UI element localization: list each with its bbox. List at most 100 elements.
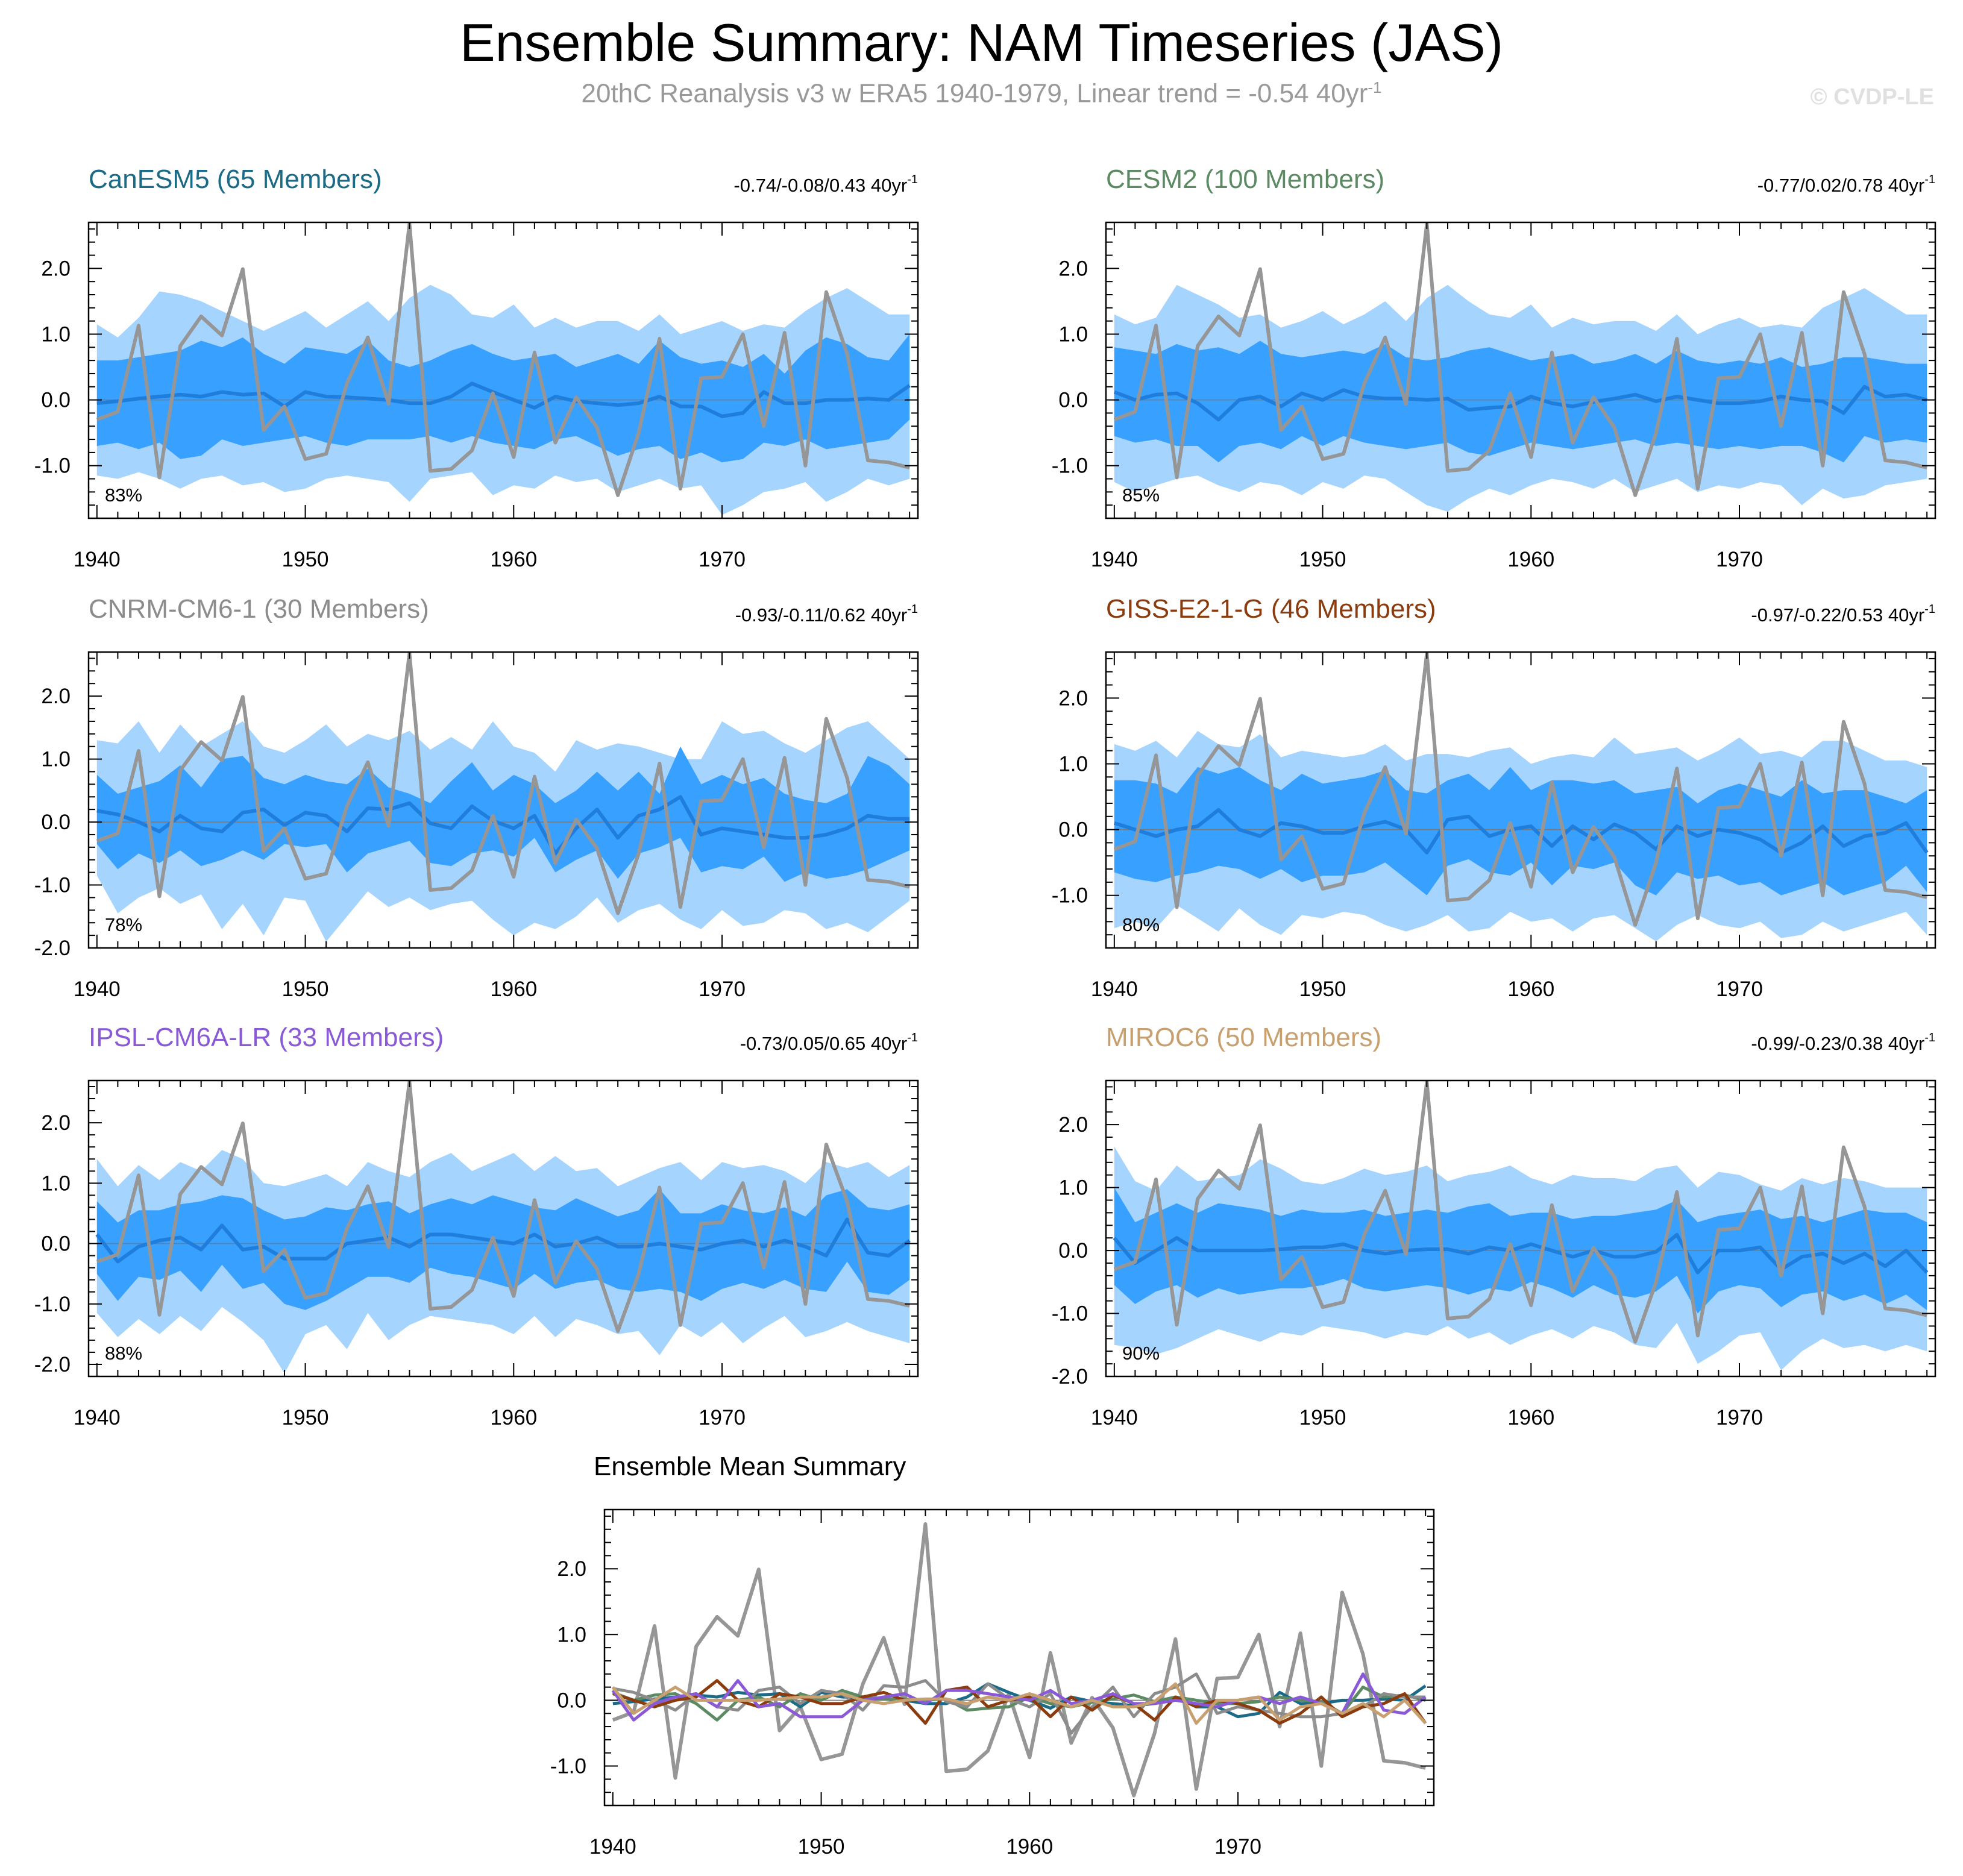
ipsl-xtick-label-1960: 1960 bbox=[490, 1406, 537, 1429]
cesm2-trend-superscript: -1 bbox=[1924, 173, 1935, 186]
summary-xtick-label-1960: 1960 bbox=[1006, 1835, 1053, 1859]
cesm2-trend-text: -0.77/0.02/0.78 40yr-1 bbox=[1757, 173, 1935, 196]
ipsl-xtick-label-1970: 1970 bbox=[699, 1406, 746, 1429]
panel-cesm2: 1940 1950 1960 1970 -1.0 0.0 1.0 2.0 CESM2 (100 … bbox=[1052, 165, 1936, 571]
cesm2-xtick-label-1970: 1970 bbox=[1716, 548, 1763, 571]
ipsl-ytick-label-4: 2.0 bbox=[41, 1111, 71, 1135]
giss-trend-text: -0.97/-0.22/0.53 40yr-1 bbox=[1751, 603, 1935, 626]
miroc6-ensemble-mean-line bbox=[1113, 1232, 1929, 1275]
miroc6-xtick-label-1970: 1970 bbox=[1716, 1406, 1763, 1429]
miroc6-trend-superscript: -1 bbox=[1924, 1031, 1935, 1044]
giss-title: GISS-E2-1-G (46 Members) bbox=[1106, 594, 1436, 624]
cnrm-ensemble-mean-line bbox=[96, 795, 910, 856]
canesm5-ytick-label-0: -1.0 bbox=[34, 454, 71, 478]
miroc6-xtick-label-1940: 1940 bbox=[1091, 1406, 1138, 1429]
canesm5-xtick-label-1950: 1950 bbox=[282, 548, 329, 571]
summary-xtick-label-1940: 1940 bbox=[589, 1835, 636, 1859]
cesm2-plot-frame bbox=[1105, 221, 1936, 519]
cnrm-xtick-label-1970: 1970 bbox=[699, 977, 746, 1001]
miroc6-percent-label: 90% bbox=[1122, 1343, 1160, 1364]
panel-miroc6: 1940 1950 1960 1970 -2.0 -1.0 0.0 1.0 2.0 MIROC6 … bbox=[1052, 1023, 1936, 1429]
canesm5-trend-value: -0.74/-0.08/0.43 40yr bbox=[733, 175, 907, 196]
cesm2-trend-value: -0.77/0.02/0.78 40yr bbox=[1757, 175, 1924, 196]
giss-xtick-label-1950: 1950 bbox=[1299, 977, 1346, 1001]
canesm5-xtick-label-1940: 1940 bbox=[74, 548, 121, 571]
subtitle-superscript: -1 bbox=[1368, 78, 1382, 96]
canesm5-xtick-label-1970: 1970 bbox=[699, 548, 746, 571]
cnrm-plot-frame bbox=[87, 651, 919, 949]
ipsl-trend-text: -0.73/0.05/0.65 40yr-1 bbox=[740, 1031, 918, 1054]
cnrm-title: CNRM-CM6-1 (30 Members) bbox=[89, 594, 429, 624]
summary-miroc6-mean-line bbox=[611, 1682, 1427, 1725]
giss-percent-label: 80% bbox=[1122, 914, 1160, 935]
miroc6-trend-value: -0.99/-0.23/0.38 40yr bbox=[1751, 1033, 1924, 1054]
giss-trend-superscript: -1 bbox=[1924, 603, 1935, 616]
miroc6-ytick-label-1: -1.0 bbox=[1052, 1302, 1088, 1326]
cnrm-xtick-label-1960: 1960 bbox=[490, 977, 537, 1001]
cesm2-xtick-label-1940: 1940 bbox=[1091, 548, 1138, 571]
cesm2-xtick-label-1950: 1950 bbox=[1299, 548, 1346, 571]
ipsl-plot-frame bbox=[87, 1079, 919, 1378]
giss-trend-value: -0.97/-0.22/0.53 40yr bbox=[1751, 604, 1924, 626]
canesm5-ytick-label-1: 0.0 bbox=[41, 389, 71, 412]
credit-watermark: © CVDP-LE bbox=[1810, 84, 1934, 110]
cnrm-percent-label: 78% bbox=[105, 914, 142, 935]
canesm5-percent-label: 83% bbox=[105, 485, 142, 506]
canesm5-trend-text: -0.74/-0.08/0.43 40yr-1 bbox=[733, 173, 918, 196]
summary-plot-frame bbox=[603, 1508, 1435, 1807]
cnrm-trend-text: -0.93/-0.11/0.62 40yr-1 bbox=[735, 603, 918, 626]
cnrm-trend-value: -0.93/-0.11/0.62 40yr bbox=[735, 604, 908, 626]
ipsl-xtick-label-1940: 1940 bbox=[74, 1406, 121, 1429]
miroc6-ytick-label-0: -2.0 bbox=[1052, 1365, 1088, 1388]
cesm2-ytick-label-2: 1.0 bbox=[1058, 322, 1088, 346]
giss-ytick-label-3: 2.0 bbox=[1058, 686, 1088, 710]
cnrm-xtick-label-1950: 1950 bbox=[282, 977, 329, 1001]
ipsl-ytick-label-1: -1.0 bbox=[34, 1293, 71, 1316]
summary-ytick-label-3: 2.0 bbox=[557, 1557, 586, 1581]
canesm5-xtick-label-1960: 1960 bbox=[490, 548, 537, 571]
giss-ytick-label-2: 1.0 bbox=[1058, 752, 1088, 776]
giss-ensemble-mean-line bbox=[1113, 808, 1929, 855]
cnrm-ytick-label-3: 1.0 bbox=[41, 748, 71, 771]
page-title: Ensemble Summary: NAM Timeseries (JAS) bbox=[459, 13, 1504, 72]
summary-ytick-label-0: -1.0 bbox=[550, 1755, 586, 1778]
ipsl-title: IPSL-CM6A-LR (33 Members) bbox=[89, 1023, 444, 1052]
canesm5-plot-frame bbox=[87, 221, 919, 519]
miroc6-xtick-label-1950: 1950 bbox=[1299, 1406, 1346, 1429]
cesm2-ensemble-mean-line bbox=[1113, 384, 1927, 422]
panel-ensemble-mean-summary: 1940 1950 1960 1970 -1.0 0.0 1.0 2.0 Ensemble Me… bbox=[550, 1452, 1435, 1859]
miroc6-ytick-label-3: 1.0 bbox=[1058, 1176, 1088, 1200]
cesm2-ytick-label-1: 0.0 bbox=[1058, 389, 1088, 412]
panel-cnrm: 1940 1950 1960 1970 -2.0 -1.0 0.0 1.0 2.0 CNRM-CM… bbox=[34, 594, 919, 1001]
panel-ipsl: 1940 1950 1960 1970 -2.0 -1.0 0.0 1.0 2.0 IPSL-CM… bbox=[34, 1023, 919, 1429]
summary-ytick-label-1: 0.0 bbox=[557, 1689, 586, 1712]
canesm5-inner-spread-band bbox=[96, 334, 910, 463]
summary-plot-bg bbox=[605, 1510, 1434, 1805]
ipsl-xtick-label-1950: 1950 bbox=[282, 1406, 329, 1429]
giss-ytick-label-1: 0.0 bbox=[1058, 818, 1088, 842]
miroc6-title: MIROC6 (50 Members) bbox=[1106, 1023, 1381, 1052]
giss-ytick-label-0: -1.0 bbox=[1052, 884, 1088, 908]
giss-xtick-label-1970: 1970 bbox=[1716, 977, 1763, 1001]
cesm2-xtick-label-1960: 1960 bbox=[1507, 548, 1554, 571]
cesm2-ytick-label-3: 2.0 bbox=[1058, 257, 1088, 280]
canesm5-title: CanESM5 (65 Members) bbox=[89, 165, 382, 194]
giss-inner-spread-band bbox=[1114, 767, 1927, 896]
cesm2-observed-line bbox=[1113, 222, 1927, 497]
summary-observed-line bbox=[612, 1522, 1426, 1798]
ipsl-observed-line bbox=[96, 1080, 910, 1333]
ipsl-trend-superscript: -1 bbox=[907, 1031, 918, 1044]
summary-ytick-label-2: 1.0 bbox=[557, 1623, 586, 1646]
cnrm-ytick-label-2: 0.0 bbox=[41, 811, 71, 834]
ipsl-percent-label: 88% bbox=[105, 1343, 142, 1364]
miroc6-ytick-label-2: 0.0 bbox=[1058, 1239, 1088, 1263]
giss-xtick-label-1960: 1960 bbox=[1507, 977, 1554, 1001]
cesm2-title: CESM2 (100 Members) bbox=[1106, 165, 1384, 194]
canesm5-ensemble-mean-line bbox=[96, 381, 911, 418]
panel-giss: 1940 1950 1960 1970 -1.0 0.0 1.0 2.0 GISS-E2-1-G… bbox=[1052, 594, 1936, 1001]
ipsl-ytick-label-0: -2.0 bbox=[34, 1353, 71, 1376]
ipsl-trend-value: -0.73/0.05/0.65 40yr bbox=[740, 1033, 907, 1054]
miroc6-trend-text: -0.99/-0.23/0.38 40yr-1 bbox=[1751, 1031, 1935, 1054]
miroc6-plot-frame bbox=[1105, 1079, 1936, 1378]
